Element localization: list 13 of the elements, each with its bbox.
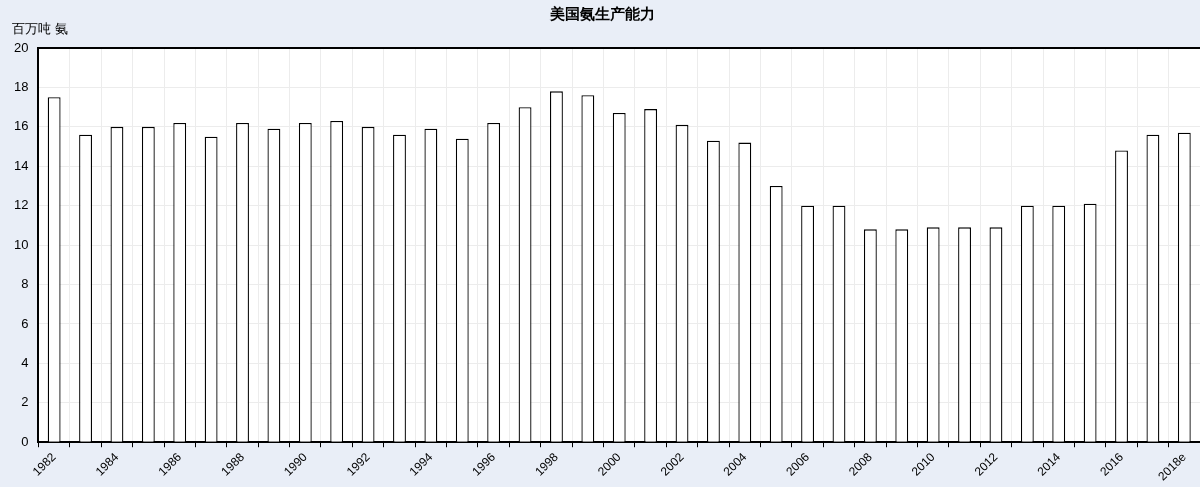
y-tick-label: 16: [13, 118, 29, 134]
y-tick-label: 20: [13, 39, 29, 55]
y-tick-label: 2: [21, 394, 29, 410]
y-tick-label: 14: [13, 157, 29, 173]
y-tick-label: 0: [21, 433, 29, 449]
y-tick-label: 8: [21, 276, 29, 292]
y-tick-label: 6: [21, 315, 29, 331]
chart-title: 美国氨生产能力: [548, 5, 655, 23]
y-tick-label: 18: [13, 79, 29, 94]
y-axis-title: 百万吨 氨: [12, 21, 68, 37]
y-tick-label: 10: [13, 236, 29, 252]
y-tick-label: 4: [21, 354, 29, 370]
y-tick-label: 12: [13, 197, 29, 213]
